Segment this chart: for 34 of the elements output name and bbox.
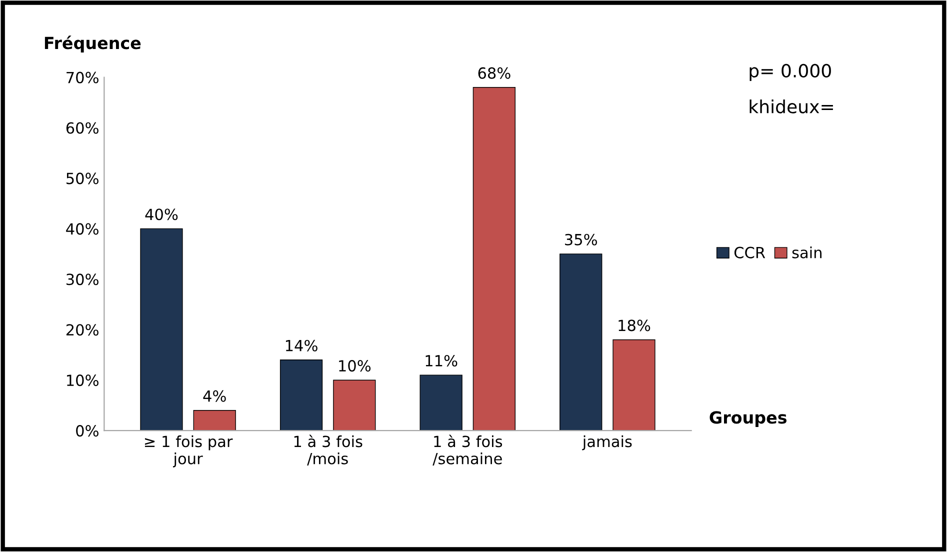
y-tick-label: 0%	[76, 425, 98, 437]
y-tick-label: 30%	[66, 274, 98, 286]
bar	[193, 410, 236, 431]
y-tick-label: 70%	[66, 72, 98, 84]
text: p= 0.000	[750, 64, 831, 82]
data-label: 10%	[339, 360, 371, 372]
data-label: 68%	[478, 67, 510, 79]
legend-label: sain	[792, 246, 822, 258]
bar	[333, 380, 376, 431]
y-tick-label: 10%	[67, 374, 98, 386]
y-tick-label: 40%	[66, 223, 98, 235]
bar	[280, 360, 323, 431]
x-tick-label: 1 à 3 fois /mois	[294, 434, 362, 466]
data-label: 14%	[286, 340, 318, 352]
bar	[560, 254, 602, 431]
y-tick-label: 60%	[66, 122, 98, 134]
y-axis-title: Fréquence	[44, 36, 141, 52]
x-tick-label: 1 à 3 fois /semaine	[432, 434, 502, 466]
legend-label: CCR	[734, 246, 766, 258]
x-axis-title: Groupes	[710, 411, 787, 427]
data-label: 11%	[426, 354, 458, 367]
x-tick-label: jamais	[582, 435, 632, 450]
bar	[472, 87, 516, 431]
data-label: 4%	[203, 390, 226, 402]
text: khideux=	[750, 99, 833, 114]
bar	[140, 228, 183, 431]
y-tick-label: 50%	[66, 172, 98, 184]
y-tick-label: 20%	[66, 324, 98, 336]
data-label: 18%	[618, 320, 650, 332]
bar	[420, 374, 462, 431]
data-label: 40%	[145, 208, 178, 220]
x-tick-label: ≥ 1 fois par jour	[144, 435, 233, 468]
data-label: 35%	[565, 234, 598, 246]
bar	[612, 339, 656, 431]
